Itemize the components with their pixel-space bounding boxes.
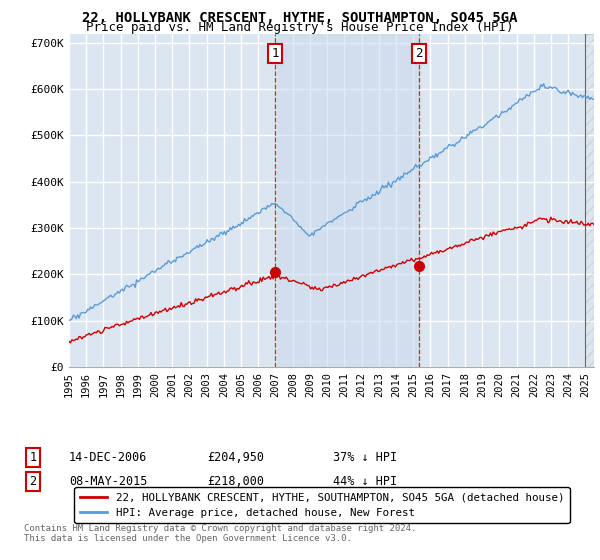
Text: Price paid vs. HM Land Registry's House Price Index (HPI): Price paid vs. HM Land Registry's House … (86, 21, 514, 34)
Text: 2: 2 (29, 475, 37, 488)
Bar (586, 34, 594, 367)
Text: 44% ↓ HPI: 44% ↓ HPI (333, 475, 397, 488)
Text: Contains HM Land Registry data © Crown copyright and database right 2024.
This d: Contains HM Land Registry data © Crown c… (24, 524, 416, 543)
Text: 1: 1 (29, 451, 37, 464)
Text: 22, HOLLYBANK CRESCENT, HYTHE, SOUTHAMPTON, SO45 5GA: 22, HOLLYBANK CRESCENT, HYTHE, SOUTHAMPT… (82, 11, 518, 25)
Bar (275, 34, 419, 367)
Text: 14-DEC-2006: 14-DEC-2006 (69, 451, 148, 464)
Legend: 22, HOLLYBANK CRESCENT, HYTHE, SOUTHAMPTON, SO45 5GA (detached house), HPI: Aver: 22, HOLLYBANK CRESCENT, HYTHE, SOUTHAMPT… (74, 487, 569, 524)
Text: 08-MAY-2015: 08-MAY-2015 (69, 475, 148, 488)
Text: 37% ↓ HPI: 37% ↓ HPI (333, 451, 397, 464)
Text: £204,950: £204,950 (207, 451, 264, 464)
Text: 1: 1 (271, 47, 278, 60)
Text: 2: 2 (416, 47, 423, 60)
Text: £218,000: £218,000 (207, 475, 264, 488)
